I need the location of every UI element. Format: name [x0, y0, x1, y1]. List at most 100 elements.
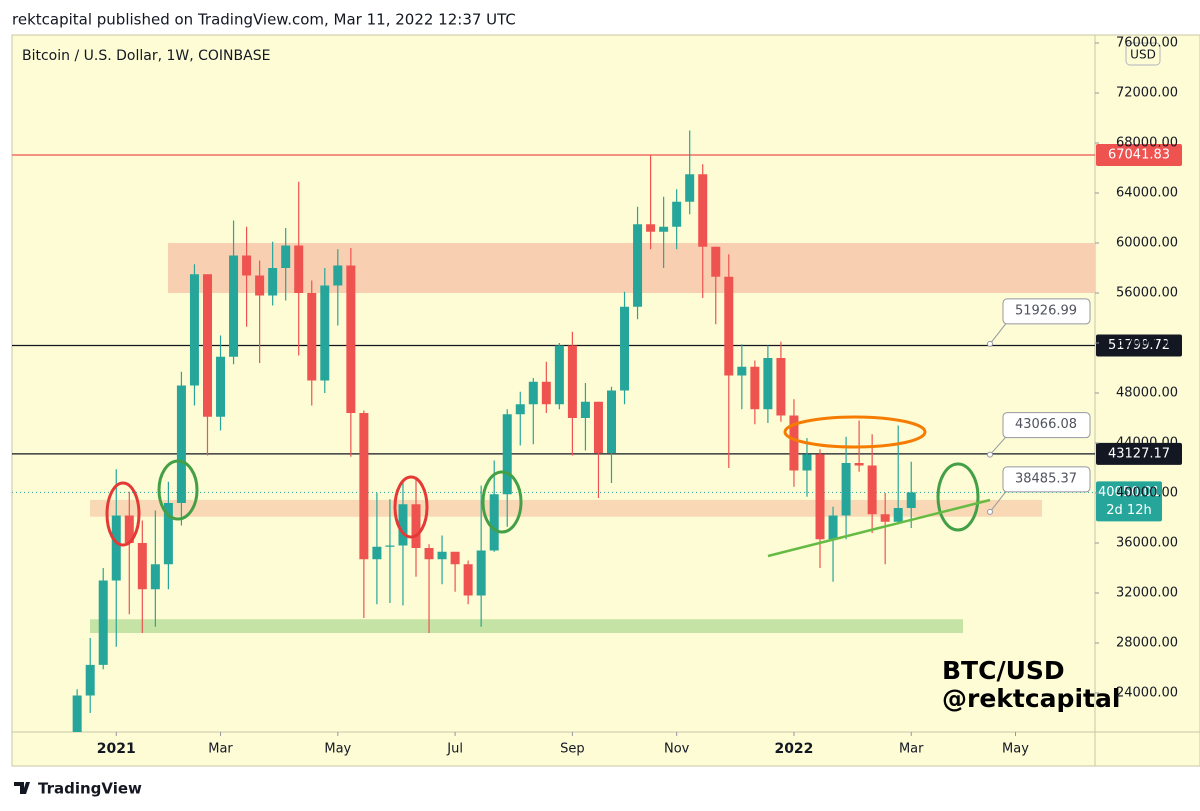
candle-body — [685, 174, 695, 202]
overlay: 67041.83 51799.72 43127.17 40050.01 2d 12h 51… — [987, 143, 1182, 522]
candle-body — [646, 224, 656, 232]
zone — [90, 619, 963, 633]
last-price: 40050.01 — [1098, 485, 1160, 500]
x-tick-label: May — [324, 742, 351, 757]
x-tick-label: May — [1002, 742, 1029, 757]
candle-body — [189, 274, 199, 386]
candle-body — [789, 415, 799, 471]
candle-body — [633, 224, 643, 307]
y-tick-label: 52000.00 — [1116, 336, 1178, 351]
circle-drawing — [783, 415, 927, 449]
candle-body — [242, 255, 252, 276]
callout-label: 43066.08 — [1015, 417, 1077, 432]
candle-body — [606, 390, 616, 453]
candles — [72, 130, 916, 732]
header: rektcapital published on TradingView.com… — [12, 11, 516, 29]
candle-body — [711, 246, 721, 277]
trend-line — [767, 498, 991, 558]
candle-body — [85, 664, 95, 696]
y-tick-label: 68000.00 — [1116, 136, 1178, 151]
y-tick-label: 48000.00 — [1116, 386, 1178, 401]
zone — [90, 499, 1042, 517]
price-label-box — [1096, 334, 1182, 357]
price-label: 67041.83 — [1108, 147, 1170, 162]
candle-body — [450, 551, 460, 565]
candle-body — [828, 515, 838, 540]
x-tick-label: Mar — [899, 742, 924, 757]
zone — [168, 243, 1095, 293]
candle-body — [333, 265, 343, 286]
candle-body — [176, 385, 186, 503]
candle-body — [489, 494, 499, 551]
callout-anchor — [987, 508, 993, 515]
countdown: 2d 12h — [1106, 503, 1151, 518]
circle-drawing — [936, 462, 980, 532]
candle-body — [411, 504, 421, 548]
candle-body — [346, 265, 356, 413]
candle-body — [528, 381, 538, 405]
candle-body — [750, 366, 760, 410]
candle-body — [567, 345, 577, 418]
y-tick-label: 28000.00 — [1116, 636, 1178, 651]
candle-body — [763, 358, 773, 410]
candle-body — [880, 514, 890, 522]
candle-body — [137, 543, 147, 590]
candle-body — [424, 548, 434, 560]
candle-body — [359, 413, 369, 560]
annotation: @rektcapital — [942, 684, 1120, 713]
candle-body — [398, 504, 408, 546]
candle-body — [255, 275, 265, 296]
y-tick-label: 64000.00 — [1116, 186, 1178, 201]
candle-body — [724, 276, 734, 376]
callout-box — [1002, 412, 1091, 439]
candle-body — [372, 546, 382, 560]
candle-body — [111, 515, 121, 581]
candle-body — [98, 580, 108, 665]
y-tick-label: 24000.00 — [1116, 686, 1178, 701]
last-price-box — [1096, 481, 1162, 522]
zones — [90, 243, 1095, 633]
candle-body — [515, 404, 525, 415]
candle-body — [776, 358, 786, 416]
candle-body — [580, 401, 590, 418]
candle-body — [268, 268, 278, 296]
candle-body — [437, 551, 447, 560]
candle-body — [229, 255, 239, 357]
y-tick-label: 56000.00 — [1116, 286, 1178, 301]
callout-anchor — [987, 340, 993, 347]
candle-body — [541, 381, 551, 405]
candle-body — [620, 306, 630, 391]
y-tick-label: 40000.00 — [1116, 486, 1178, 501]
y-tick-label: 36000.00 — [1116, 536, 1178, 551]
candle-body — [163, 503, 173, 565]
candle-body — [463, 564, 473, 596]
callout-label: 38485.37 — [1015, 471, 1077, 486]
candle-body — [593, 401, 603, 453]
candle-body — [893, 508, 903, 522]
currency-box — [1125, 42, 1161, 66]
candle-body — [698, 174, 708, 247]
candle-body — [320, 285, 330, 381]
candle-body — [502, 414, 512, 495]
symbol-title: Bitcoin / U.S. Dollar, 1W, COINBASE — [22, 48, 270, 64]
y-tick-label: 44000.00 — [1116, 436, 1178, 451]
candle-body — [385, 545, 395, 547]
candle-body — [841, 463, 851, 516]
y-tick-label: 32000.00 — [1116, 586, 1178, 601]
y-tick-label: 60000.00 — [1116, 236, 1178, 251]
logo-icon — [14, 782, 30, 794]
candle-body — [737, 366, 747, 376]
circle-drawing — [105, 481, 141, 547]
x-tick-label: Jul — [446, 742, 463, 757]
candle-body — [281, 245, 291, 268]
circle-drawing — [157, 459, 199, 521]
candle-body — [294, 245, 304, 293]
candle-body — [124, 515, 134, 543]
callout-box — [1002, 466, 1091, 493]
circle-drawing — [481, 470, 523, 534]
candle-body — [202, 274, 212, 417]
price-label-box — [1096, 442, 1182, 465]
callout-label: 51926.99 — [1015, 303, 1077, 318]
candle-body — [72, 695, 82, 732]
